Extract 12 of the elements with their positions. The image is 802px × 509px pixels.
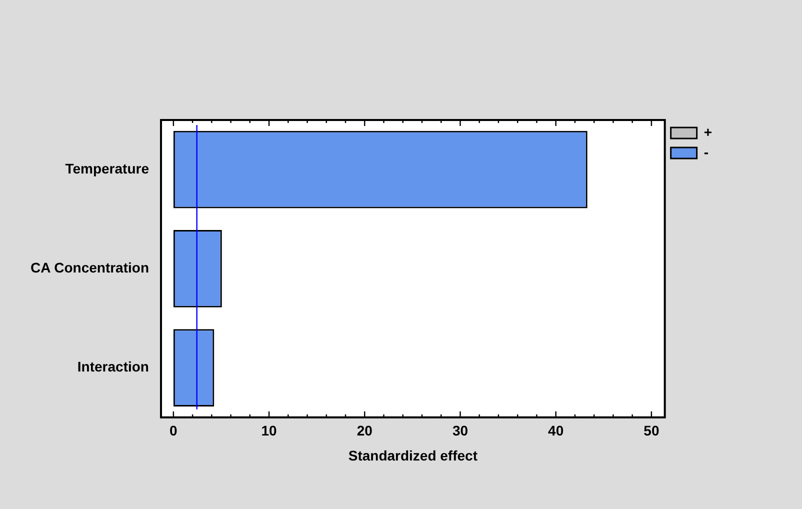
x-tick-label: 0 (170, 422, 178, 439)
x-tick-label: 30 (452, 422, 468, 439)
legend-label: - (704, 144, 709, 160)
y-tick-label: Temperature (65, 160, 150, 176)
x-axis-title: Standardized effect (348, 447, 478, 464)
x-tick-label: 10 (261, 422, 278, 439)
y-tick-label: Interaction (77, 358, 149, 375)
x-tick-label: 50 (644, 422, 660, 439)
legend-label: + (704, 124, 712, 140)
x-tick-label: 20 (356, 422, 373, 439)
x-tick-label: 40 (548, 422, 564, 439)
y-tick-label: CA Concentration (30, 260, 149, 276)
